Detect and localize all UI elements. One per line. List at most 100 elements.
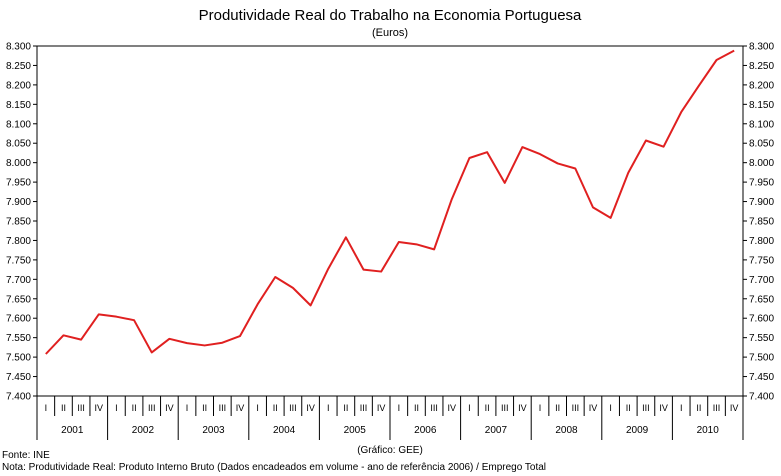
x-quarter-label: I	[539, 403, 542, 413]
x-quarter-label: III	[289, 403, 297, 413]
y-tick-label-right: 8.100	[749, 119, 774, 130]
x-quarter-label: III	[642, 403, 650, 413]
x-quarter-label: IV	[730, 403, 739, 413]
y-tick-label-right: 7.700	[749, 275, 774, 286]
x-quarter-label: III	[501, 403, 509, 413]
x-quarter-label: IV	[518, 403, 527, 413]
y-tick-label-right: 7.650	[749, 294, 774, 305]
chart-title: Produtividade Real do Trabalho na Econom…	[199, 7, 582, 24]
x-year-label: 2001	[61, 425, 84, 436]
x-axis: I II III IV I II III IV I II III IV I II III IV I II III IV…	[36, 396, 744, 440]
x-quarter-label: III	[148, 403, 156, 413]
y-tick-label-right: 7.600	[749, 314, 774, 325]
y-tick-label-left: 8.000	[6, 158, 31, 169]
y-tick-label-right: 8.150	[749, 100, 774, 111]
x-year-label: 2010	[697, 425, 720, 436]
x-year-label: 2009	[626, 425, 649, 436]
y-tick-label-right: 8.000	[749, 158, 774, 169]
y-axis-right: 7.400 7.450 7.500 7.550 7.600 7.650 7.700 7.750…	[743, 42, 774, 403]
x-quarter-label: I	[609, 403, 612, 413]
y-tick-label-left: 7.600	[6, 314, 31, 325]
y-tick-label-left: 7.450	[6, 372, 31, 383]
x-quarter-label: II	[485, 403, 490, 413]
x-quarter-label: IV	[306, 403, 315, 413]
chart-subtitle: (Euros)	[372, 27, 408, 39]
y-tick-label-left: 7.650	[6, 294, 31, 305]
series-layer	[45, 49, 735, 355]
x-quarter-label: IV	[589, 403, 598, 413]
y-tick-label-left: 7.900	[6, 197, 31, 208]
y-tick-label-right: 7.750	[749, 255, 774, 266]
y-tick-label-right: 8.200	[749, 80, 774, 91]
x-quarter-label: IV	[377, 403, 386, 413]
y-tick-label-right: 8.250	[749, 61, 774, 72]
x-quarter-label: IV	[659, 403, 668, 413]
y-tick-label-right: 8.050	[749, 139, 774, 150]
y-tick-label-left: 8.050	[6, 139, 31, 150]
y-tick-label-left: 8.200	[6, 80, 31, 91]
y-tick-label-right: 7.800	[749, 236, 774, 247]
x-quarter-label: III	[77, 403, 85, 413]
x-year-label: 2005	[344, 425, 367, 436]
y-tick-label-left: 7.750	[6, 255, 31, 266]
x-quarter-label: I	[256, 403, 259, 413]
x-quarter-label: II	[626, 403, 631, 413]
x-year-label: 2007	[485, 425, 508, 436]
x-quarter-label: I	[186, 403, 189, 413]
x-quarter-label: III	[360, 403, 368, 413]
y-tick-label-left: 7.550	[6, 333, 31, 344]
x-quarter-label: III	[430, 403, 438, 413]
y-tick-label-right: 7.400	[749, 392, 774, 403]
y-tick-label-right: 7.950	[749, 178, 774, 189]
x-year-label: 2008	[555, 425, 578, 436]
x-quarter-label: IV	[165, 403, 174, 413]
x-quarter-label: II	[202, 403, 207, 413]
x-quarter-label: III	[713, 403, 721, 413]
x-year-label: 2003	[202, 425, 225, 436]
y-tick-label-right: 8.300	[749, 42, 774, 53]
y-tick-label-left: 7.800	[6, 236, 31, 247]
y-axis-left: 7.400 7.450 7.500 7.550 7.600 7.650 7.700 7.750…	[6, 42, 37, 403]
x-quarter-label: III	[572, 403, 580, 413]
y-tick-label-right: 7.850	[749, 217, 774, 228]
x-year-label: 2004	[273, 425, 296, 436]
x-quarter-label: I	[468, 403, 471, 413]
x-quarter-label: I	[115, 403, 118, 413]
chart-credit: (Gráfico: GEE)	[357, 445, 423, 456]
y-tick-label-left: 7.400	[6, 392, 31, 403]
y-tick-label-left: 8.150	[6, 100, 31, 111]
x-quarter-label: II	[555, 403, 560, 413]
x-year-label: 2006	[414, 425, 437, 436]
y-tick-label-left: 8.300	[6, 42, 31, 53]
x-quarter-label: II	[132, 403, 137, 413]
x-quarter-label: IV	[448, 403, 457, 413]
y-tick-label-right: 7.450	[749, 372, 774, 383]
x-quarter-label: II	[414, 403, 419, 413]
chart-source: Fonte: INE	[2, 450, 50, 461]
x-quarter-label: II	[273, 403, 278, 413]
y-tick-label-right: 7.550	[749, 333, 774, 344]
plot-area	[36, 45, 744, 397]
x-quarter-label: II	[343, 403, 348, 413]
y-tick-label-right: 7.500	[749, 353, 774, 364]
x-quarter-label: II	[696, 403, 701, 413]
y-tick-label-left: 7.500	[6, 353, 31, 364]
y-tick-label-left: 7.950	[6, 178, 31, 189]
y-tick-label-left: 8.250	[6, 61, 31, 72]
x-year-label: 2002	[132, 425, 155, 436]
x-quarter-label: IV	[236, 403, 245, 413]
x-quarter-label: I	[680, 403, 683, 413]
x-quarter-label: III	[219, 403, 227, 413]
y-tick-label-right: 7.900	[749, 197, 774, 208]
y-tick-label-left: 7.850	[6, 217, 31, 228]
chart-note: Nota: Produtividade Real: Produto Intern…	[2, 462, 546, 473]
x-quarter-label: IV	[95, 403, 104, 413]
x-quarter-label: II	[61, 403, 66, 413]
x-quarter-label: I	[327, 403, 330, 413]
y-tick-label-left: 8.100	[6, 119, 31, 130]
x-quarter-label: I	[45, 403, 48, 413]
series-line	[45, 49, 735, 355]
y-tick-label-left: 7.700	[6, 275, 31, 286]
x-quarter-label: I	[398, 403, 401, 413]
